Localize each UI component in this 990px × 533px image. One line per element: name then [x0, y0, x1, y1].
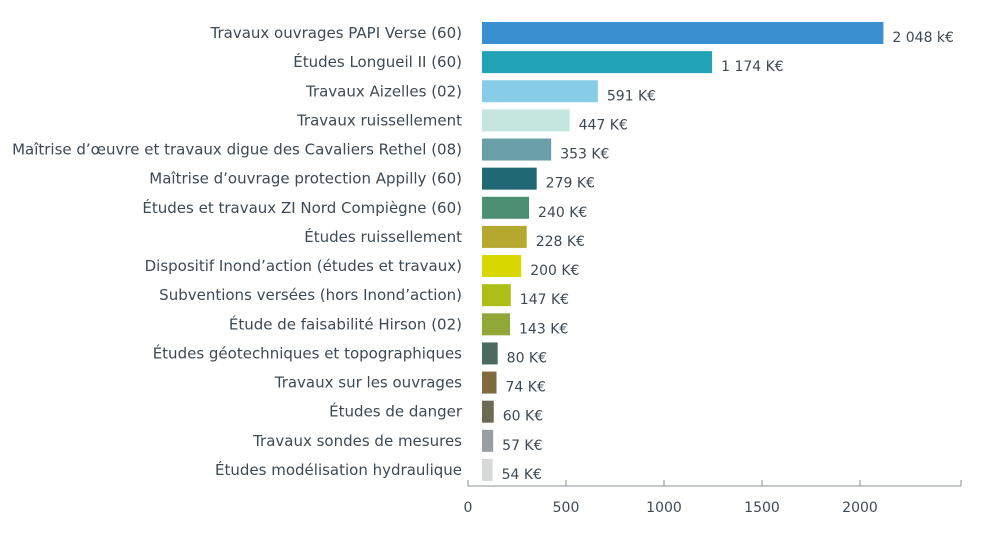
x-axis: 0 500 1000 1500 2000: [464, 480, 962, 516]
bar: [482, 255, 522, 278]
category-label: Maîtrise d’œuvre et travaux digue des Ca…: [12, 141, 462, 159]
category-label: Études de danger: [329, 402, 463, 421]
value-label: 143 K€: [519, 321, 568, 337]
bar: [482, 22, 884, 44]
value-label: 353 K€: [560, 147, 609, 163]
x-tick-label: 2000: [842, 500, 878, 516]
value-label: 447 K€: [579, 117, 628, 133]
category-label: Maîtrise d’ouvrage protection Appilly (6…: [149, 170, 462, 188]
category-label: Études géotechniques et topographiques: [153, 343, 462, 362]
value-label: 228 K€: [536, 234, 585, 250]
bar: [482, 225, 527, 248]
category-labels: Travaux ouvrages PAPI Verse (60) Études L…: [12, 24, 463, 479]
value-label: 240 K€: [538, 205, 587, 221]
value-label: 74 K€: [506, 380, 546, 396]
bar: [482, 109, 570, 132]
value-label: 60 K€: [503, 409, 543, 425]
value-label: 80 K€: [507, 350, 547, 366]
value-label: 147 K€: [520, 292, 569, 308]
value-label: 1 174 K€: [721, 59, 784, 75]
bar: [482, 458, 493, 481]
bar: [482, 342, 498, 365]
value-label: 2 048 k€: [892, 30, 954, 46]
category-label: Études modélisation hydraulique: [215, 460, 462, 479]
category-label: Études et travaux ZI Nord Compiègne (60): [142, 198, 462, 217]
bar: [482, 429, 494, 452]
bar: [482, 196, 530, 219]
bar: [482, 51, 713, 74]
bars-layer: [482, 22, 884, 481]
value-label: 54 K€: [502, 467, 542, 483]
category-label: Travaux sur les ouvrages: [274, 374, 462, 392]
bar: [482, 371, 497, 394]
bar: [482, 167, 537, 190]
bar: [482, 80, 598, 103]
value-labels: 2 048 k€ 1 174 K€ 591 K€ 447 K€ 353 K€ 279 K€…: [502, 30, 954, 483]
x-tick-label: 0: [464, 500, 473, 516]
category-label: Études Longueil II (60): [293, 52, 462, 71]
x-tick-label: 1000: [646, 500, 682, 516]
category-label: Travaux sondes de mesures: [252, 432, 462, 450]
bar: [482, 400, 494, 423]
category-label: Travaux ouvrages PAPI Verse (60): [210, 24, 462, 42]
x-tick-label: 500: [553, 500, 580, 516]
value-label: 200 K€: [530, 263, 579, 279]
category-label: Dispositif Inond’action (études et trava…: [145, 257, 462, 275]
category-label: Subventions versées (hors Inond’action): [159, 286, 462, 304]
category-label: Étude de faisabilité Hirson (02): [229, 314, 462, 333]
x-tick-label: 1500: [744, 500, 780, 516]
category-label: Études ruissellement: [304, 227, 462, 246]
value-label: 279 K€: [546, 176, 595, 192]
category-label: Travaux ruissellement: [296, 111, 462, 129]
bar: [482, 284, 511, 307]
category-label: Travaux Aizelles (02): [305, 82, 462, 100]
bar: [482, 313, 511, 336]
value-label: 591 K€: [607, 88, 656, 104]
bar: [482, 138, 552, 161]
value-label: 57 K€: [502, 438, 542, 454]
